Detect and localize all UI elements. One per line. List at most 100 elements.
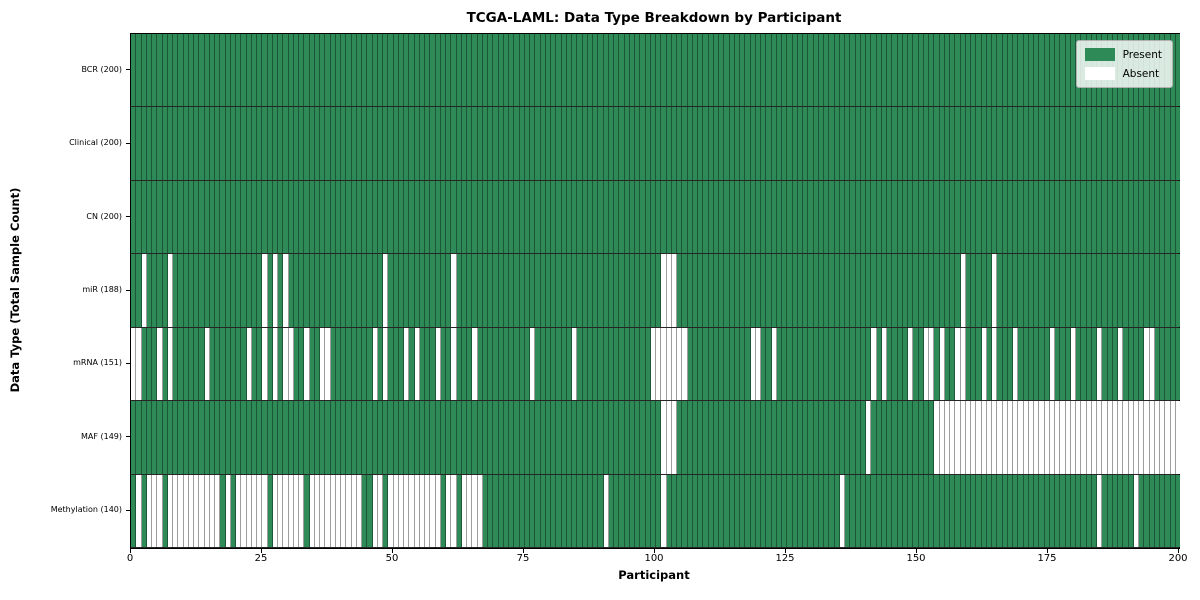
matrix-cell bbox=[787, 401, 793, 474]
matrix-cell bbox=[477, 327, 483, 401]
matrix-cell bbox=[766, 34, 772, 107]
matrix-cell bbox=[477, 107, 483, 180]
matrix-cell bbox=[409, 401, 415, 474]
matrix-cell bbox=[131, 474, 137, 547]
matrix-cell bbox=[267, 254, 273, 327]
matrix-cell bbox=[582, 180, 588, 254]
matrix-cell bbox=[204, 34, 210, 107]
matrix-cell bbox=[677, 254, 683, 327]
matrix-cell bbox=[698, 401, 704, 474]
matrix-cell bbox=[787, 254, 793, 327]
matrix-cell bbox=[451, 254, 457, 327]
matrix-cell bbox=[524, 254, 530, 327]
matrix-cell bbox=[136, 401, 142, 474]
matrix-cell bbox=[419, 254, 425, 327]
matrix-cell bbox=[346, 34, 352, 107]
matrix-cell bbox=[173, 107, 179, 180]
matrix-cell bbox=[178, 474, 184, 547]
matrix-cell bbox=[1086, 180, 1092, 254]
matrix-cell bbox=[262, 327, 268, 401]
matrix-cell bbox=[146, 107, 152, 180]
matrix-cell bbox=[939, 107, 945, 180]
matrix-cell bbox=[430, 180, 436, 254]
matrix-cell bbox=[876, 401, 882, 474]
matrix-cell bbox=[960, 34, 966, 107]
matrix-cell bbox=[881, 107, 887, 180]
matrix-cell bbox=[215, 34, 221, 107]
matrix-cell bbox=[619, 107, 625, 180]
matrix-cell bbox=[892, 474, 898, 547]
matrix-cell bbox=[236, 107, 242, 180]
matrix-cell bbox=[220, 401, 226, 474]
matrix-cell bbox=[782, 180, 788, 254]
y-tick-label: Methylation (140) bbox=[50, 505, 122, 515]
matrix-cell bbox=[682, 254, 688, 327]
matrix-cell bbox=[141, 401, 147, 474]
matrix-cell bbox=[136, 327, 142, 401]
matrix-cell bbox=[645, 401, 651, 474]
matrix-cell bbox=[566, 401, 572, 474]
matrix-cell bbox=[1112, 474, 1118, 547]
matrix-cell bbox=[755, 474, 761, 547]
matrix-cell bbox=[608, 34, 614, 107]
matrix-cell bbox=[398, 474, 404, 547]
matrix-cell bbox=[908, 327, 914, 401]
matrix-cell bbox=[923, 254, 929, 327]
matrix-cell bbox=[141, 34, 147, 107]
matrix-cell bbox=[950, 180, 956, 254]
matrix-cell bbox=[372, 327, 378, 401]
matrix-cell bbox=[656, 401, 662, 474]
matrix-cell bbox=[734, 327, 740, 401]
matrix-cell bbox=[393, 327, 399, 401]
matrix-cell bbox=[409, 474, 415, 547]
matrix-cell bbox=[519, 107, 525, 180]
matrix-cell bbox=[325, 474, 331, 547]
matrix-cell bbox=[713, 474, 719, 547]
matrix-cell bbox=[524, 327, 530, 401]
matrix-cell bbox=[419, 401, 425, 474]
matrix-cell bbox=[566, 474, 572, 547]
matrix-cell bbox=[939, 401, 945, 474]
matrix-cell bbox=[545, 474, 551, 547]
matrix-cell bbox=[950, 254, 956, 327]
matrix-cell bbox=[587, 474, 593, 547]
matrix-cell bbox=[593, 107, 599, 180]
matrix-cell bbox=[278, 401, 284, 474]
matrix-cell bbox=[1154, 401, 1160, 474]
matrix-cell bbox=[598, 254, 604, 327]
matrix-cell bbox=[703, 180, 709, 254]
matrix-cell bbox=[1007, 107, 1013, 180]
matrix-cell bbox=[603, 401, 609, 474]
matrix-cell bbox=[687, 254, 693, 327]
matrix-cell bbox=[934, 180, 940, 254]
matrix-cell bbox=[887, 327, 893, 401]
matrix-cell bbox=[1018, 327, 1024, 401]
matrix-cell bbox=[1175, 180, 1180, 254]
matrix-cell bbox=[356, 107, 362, 180]
matrix-cell bbox=[356, 327, 362, 401]
matrix-cell bbox=[167, 474, 173, 547]
matrix-cell bbox=[209, 34, 215, 107]
matrix-cell bbox=[556, 34, 562, 107]
matrix-cell bbox=[1002, 34, 1008, 107]
matrix-cell bbox=[372, 254, 378, 327]
matrix-cell bbox=[362, 180, 368, 254]
matrix-cell bbox=[367, 107, 373, 180]
matrix-cell bbox=[677, 107, 683, 180]
matrix-cell bbox=[293, 107, 299, 180]
matrix-cell bbox=[708, 180, 714, 254]
matrix-cell bbox=[477, 180, 483, 254]
matrix-cell bbox=[614, 254, 620, 327]
matrix-cell bbox=[278, 327, 284, 401]
matrix-cell bbox=[740, 107, 746, 180]
legend-item-present: Present bbox=[1084, 48, 1162, 61]
matrix-cell bbox=[383, 34, 389, 107]
matrix-cell bbox=[850, 34, 856, 107]
matrix-cell bbox=[1154, 180, 1160, 254]
matrix-cell bbox=[530, 107, 536, 180]
matrix-cell bbox=[330, 34, 336, 107]
matrix-cell bbox=[1139, 254, 1145, 327]
matrix-cell bbox=[677, 180, 683, 254]
matrix-cell bbox=[577, 327, 583, 401]
y-tick-mark bbox=[126, 142, 130, 144]
